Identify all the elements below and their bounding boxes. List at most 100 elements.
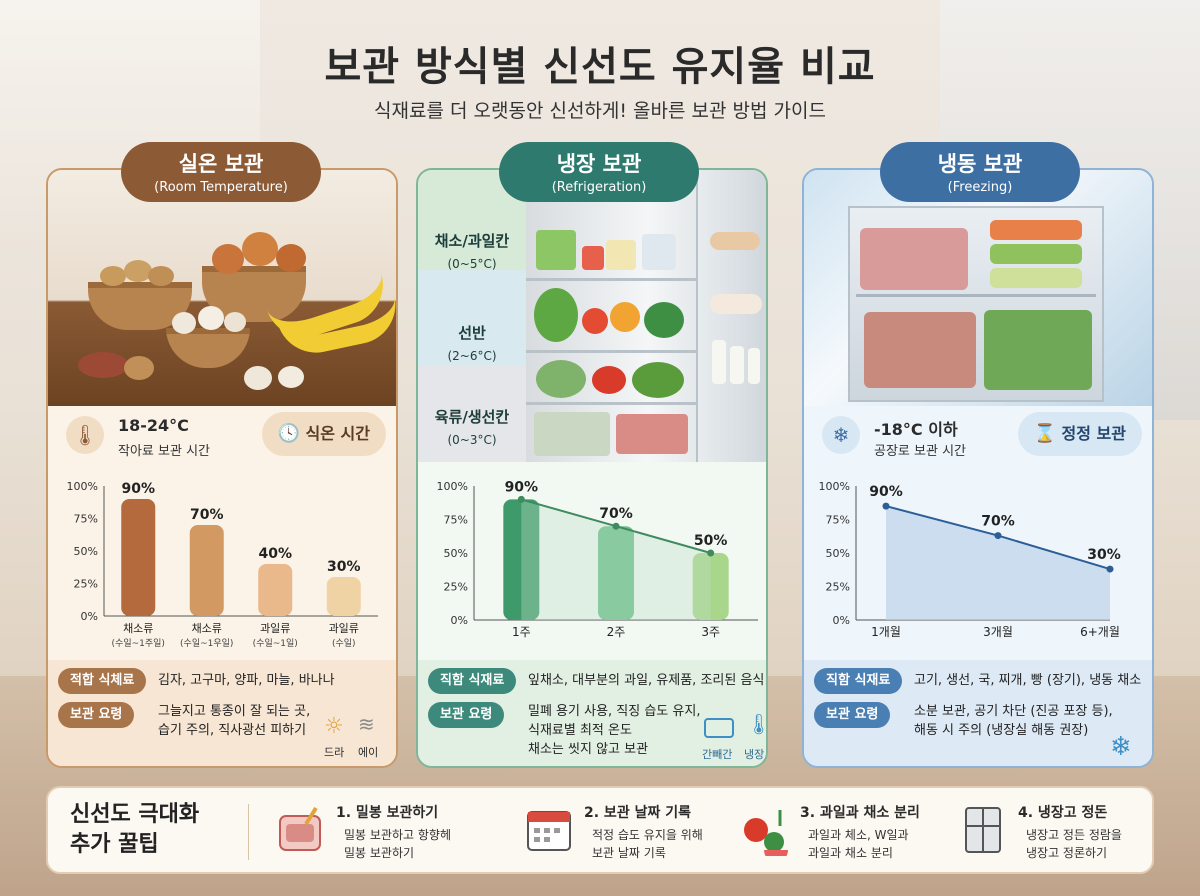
tip-item-1: 1. 밀봉 보관하기 밀봉 보관하고 항향헤 밀봉 보관하기 [276, 798, 496, 868]
x-tick-label: 1주 [512, 625, 531, 639]
freeze-fit-text: 고기, 생선, 국, 찌개, 빵 (장기), 냉동 채소 [914, 673, 1142, 688]
refrigeration-card: 채소/과일칸 (0~5°C) 선반 (2~6°C) 육류/생선칸 (0~3°C)… [416, 168, 768, 768]
bar [503, 499, 540, 620]
data-point [1106, 565, 1114, 573]
freeze-temp-desc: 공장로 보관 시간 [874, 444, 966, 459]
fruit-veg-icon [740, 804, 792, 862]
fridge-fit-text: 잎채소, 대부분의 과일, 유제품, 조리된 음식 [528, 673, 765, 688]
tip-item-2: 2. 보관 날짜 기록 적정 습도 유지을 위해 보관 날짜 기록 [524, 798, 734, 868]
data-point [882, 502, 890, 510]
fridge-tip-line-1: 밀폐 용기 사용, 직징 습도 유지, [528, 704, 701, 719]
x-tick-sublabel: (수일~1주일) [112, 638, 165, 649]
zone-shelf-label: 선반 (2~6°C) [418, 322, 526, 363]
zone-shelf-name: 선반 [458, 324, 486, 342]
zone-meat-temp: (0~3°C) [447, 433, 497, 447]
frozen-meat-bags [860, 228, 968, 290]
freeze-time-chip-label: 정정 보관 [1061, 424, 1126, 443]
room-temperature-info: 🌡 18-24°C 작아료 보관 시간 🕓 식온 시간 [62, 410, 386, 464]
y-tick-label: 50% [826, 547, 850, 560]
bar-value-label: 40% [258, 546, 292, 562]
x-tick-label: 2주 [607, 625, 626, 639]
hourglass-icon: ⌛ [1033, 423, 1056, 444]
fridge-guidance: 직함 식재료 잎채소, 대부분의 과일, 유제품, 조리된 음식 보관 요령 밀… [418, 660, 766, 766]
bar-value-label: 90% [505, 479, 539, 495]
thermometer-icon-label: 냉장 [744, 748, 765, 761]
freeze-tip-line-1: 소분 보관, 공기 차단 (진공 포장 등), [914, 704, 1113, 719]
zone-shelf-temp: (2~6°C) [447, 349, 497, 363]
x-tick-label: 과일류 [260, 621, 290, 635]
bar [258, 564, 293, 616]
fridge-storage-title-en: (Refrigeration) [551, 180, 647, 195]
point-value-label: 70% [981, 514, 1015, 530]
bar-value-label: 90% [121, 481, 155, 497]
freeze-storage-title: 냉동 보관 [937, 152, 1023, 176]
room-tip-line-2: 습기 주의, 직사광선 피하기 [158, 723, 307, 738]
thermometer-icon: 🌡 [66, 416, 104, 454]
x-tick-label: 채소류 [123, 622, 153, 635]
snowflake-icon: ❄ [822, 416, 860, 454]
data-point [994, 532, 1002, 540]
room-time-chip: 🕓 식온 시간 [261, 412, 386, 456]
room-time-chip-label: 식온 시간 [305, 424, 370, 443]
room-guidance: 적합 식체료 김자, 고구마, 양파, 마늘, 바나나 보관 요령 그늘지고 통… [48, 660, 396, 766]
tip-3-desc-line-2: 과일과 채소 분리 [808, 846, 893, 860]
zone-veg-temp: (0~5°C) [447, 257, 497, 271]
room-fit-text: 김자, 고구마, 양파, 마늘, 바나나 [158, 673, 335, 688]
room-storage-title-pill: 실온 보관 (Room Temperature) [121, 142, 321, 202]
tip-2-heading: 2. 보관 날짜 기록 [584, 805, 691, 821]
trend-point [612, 522, 620, 530]
frozen-vegetables-bag [984, 310, 1092, 390]
x-tick-sublabel: (수일~1일) [253, 638, 298, 649]
fridge-fit-tag: 직함 식재료 [428, 668, 517, 694]
garlic-basket [166, 328, 250, 368]
x-tick-label: 채소류 [192, 622, 222, 635]
tips-title-line-2: 추가 꿀팁 [70, 832, 159, 857]
room-tip-tag: 보관 요령 [58, 702, 135, 728]
tip-3-heading: 3. 과일과 채소 분리 [800, 805, 920, 821]
tip-4-desc-line-2: 냉장고 정론하기 [1026, 846, 1108, 860]
y-tick-label: 75% [74, 513, 98, 526]
y-tick-label: 75% [444, 514, 468, 527]
trend-point [517, 495, 525, 503]
fridge-tip-text: 밀폐 용기 사용, 직징 습도 유지, 식재료별 최적 온도 채소는 씻지 않고… [528, 702, 700, 759]
area-fill [886, 506, 1110, 620]
page-title: 보관 방식별 신선도 유지율 비교 [324, 44, 876, 90]
tip-3-desc-line-1: 과일과 체소, W일과 [808, 828, 909, 842]
zone-veg-name: 채소/과일칸 [434, 232, 510, 250]
room-storage-title-en: (Room Temperature) [154, 180, 288, 195]
freeze-temp-value: -18°C 이하 [874, 420, 958, 439]
tips-title: 신선도 극대화 추가 꿀팁 [70, 800, 240, 860]
refrigerator-interior-photo [526, 170, 766, 462]
calendar-icon [524, 804, 576, 856]
tip-3-desc: 과일과 체소, W일과 과일과 채소 분리 [808, 826, 909, 862]
freezing-card: ❄ -18°C 이하 공장로 보관 시간 ⌛ 정정 보관 100% 75% 50% 2… [802, 168, 1154, 768]
tip-1-heading: 1. 밀봉 보관하기 [336, 805, 439, 821]
y-tick-label: 50% [74, 545, 98, 558]
bar [598, 526, 634, 620]
wind-icon: ≋ [358, 712, 375, 736]
room-fit-tag: 적합 식체료 [58, 668, 147, 694]
room-produce-photo [48, 170, 396, 406]
room-temp-value: 18-24°C [118, 416, 189, 435]
tip-4-desc-line-1: 냉장고 정든 정람을 [1026, 828, 1122, 842]
fridge-tip-tag: 보관 요령 [428, 702, 505, 728]
bar [121, 499, 156, 616]
tip-1-desc-line-1: 밀봉 보관하고 항향헤 [344, 828, 451, 842]
x-tick-sublabel: (수일) [332, 638, 356, 649]
zone-veg-label: 채소/과일칸 (0~5°C) [418, 230, 526, 271]
x-tick-label: 과일류 [329, 621, 359, 635]
trend-point [707, 549, 715, 557]
freeze-tip-tag: 보관 요령 [814, 702, 891, 728]
tip-4-heading: 4. 냉장고 정돈 [1018, 805, 1108, 821]
bar-value-label: 70% [599, 506, 633, 522]
tip-item-4: 4. 냉장고 정돈 냉장고 정든 정람을 냉장고 정론하기 [958, 798, 1148, 868]
tips-title-line-1: 신선도 극대화 [70, 802, 200, 827]
x-tick-label: 3주 [701, 625, 720, 639]
y-tick-label: 100% [437, 480, 468, 493]
wind-icon-label: 에이 [358, 746, 379, 759]
zone-shelf-bg [418, 270, 526, 366]
point-value-label: 30% [1087, 547, 1121, 563]
tip-item-3: 3. 과일과 채소 분리 과일과 체소, W일과 과일과 채소 분리 [740, 798, 950, 868]
freeze-storage-title-en: (Freezing) [947, 180, 1013, 195]
sealed-container-icon [276, 804, 328, 856]
